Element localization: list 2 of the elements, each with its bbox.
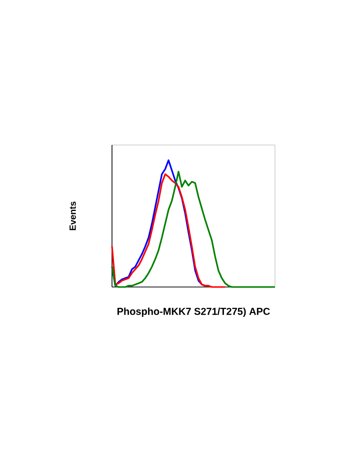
x-axis-title: Phospho-MKK7 S271/T275) APC [117,308,270,317]
y-axis-title: Events [70,202,76,230]
